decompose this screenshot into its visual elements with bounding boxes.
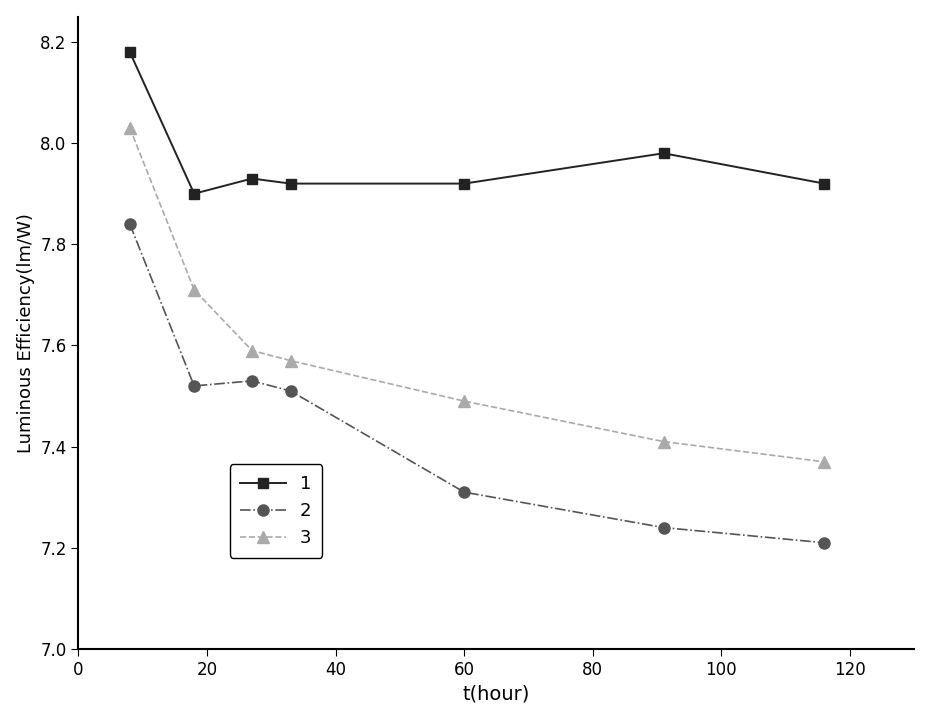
3 xyxy=(124,124,135,132)
3 xyxy=(189,286,200,294)
Legend: 1, 2, 3: 1, 2, 3 xyxy=(230,464,322,558)
Line: 3: 3 xyxy=(125,122,830,467)
1 xyxy=(285,179,296,188)
3 xyxy=(285,356,296,365)
1 xyxy=(247,174,258,183)
1 xyxy=(459,179,470,188)
2 xyxy=(285,387,296,395)
2 xyxy=(818,539,830,547)
3 xyxy=(818,457,830,466)
Line: 1: 1 xyxy=(125,48,830,199)
2 xyxy=(459,488,470,497)
2 xyxy=(124,220,135,228)
2 xyxy=(189,382,200,390)
Line: 2: 2 xyxy=(125,218,830,549)
3 xyxy=(247,346,258,355)
Y-axis label: Luminous Efficiency(lm/W): Luminous Efficiency(lm/W) xyxy=(17,213,34,453)
1 xyxy=(124,48,135,56)
1 xyxy=(189,189,200,198)
1 xyxy=(658,149,669,158)
3 xyxy=(658,437,669,446)
3 xyxy=(459,397,470,405)
X-axis label: t(hour): t(hour) xyxy=(463,684,530,703)
1 xyxy=(818,179,830,188)
2 xyxy=(247,377,258,385)
2 xyxy=(658,523,669,532)
